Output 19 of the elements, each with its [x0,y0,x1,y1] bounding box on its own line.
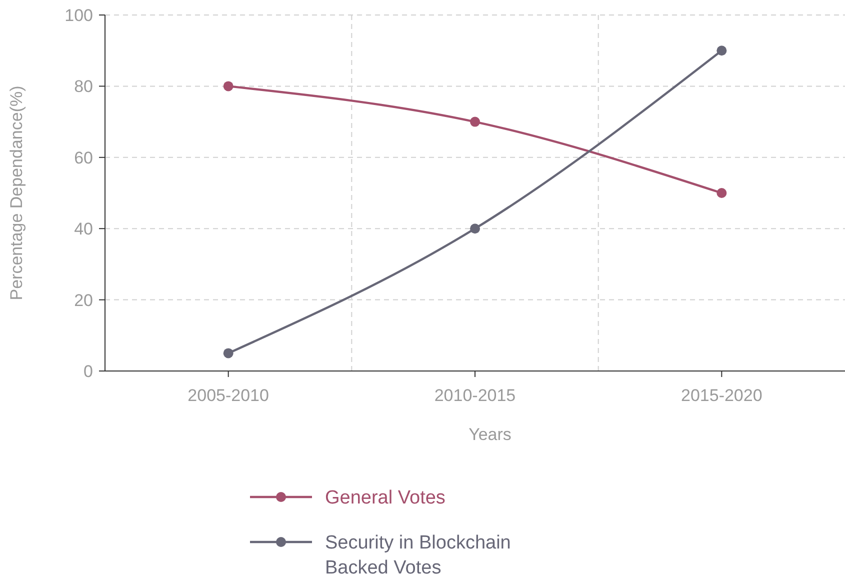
legend-label: General Votes [325,488,446,509]
legend-label: Security in Blockchain Backed Votes [325,532,511,578]
y-axis-title: Percentage Dependance(%) [7,86,26,300]
x-tick-label: 2015-2020 [681,386,762,405]
x-tick-label: 2010-2015 [434,386,516,405]
y-tick-label: 60 [74,148,93,168]
y-tick-label: 40 [74,220,93,239]
point [716,188,727,198]
point [223,81,234,92]
x-tick-label: 2005-2010 [188,386,269,405]
y-tick-label: 80 [74,77,93,96]
point [223,348,234,358]
y-tick-label: 0 [84,362,93,381]
point [716,46,727,56]
point [470,116,480,127]
y-tick-label: 20 [74,290,93,310]
x-axis-title: Years [468,425,512,444]
y-tick-label: 100 [64,6,93,25]
point [470,224,480,234]
